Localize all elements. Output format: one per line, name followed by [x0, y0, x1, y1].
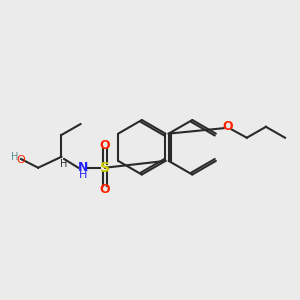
Text: S: S: [100, 161, 110, 175]
Text: H: H: [11, 152, 19, 162]
Text: O: O: [100, 183, 110, 196]
Text: N: N: [78, 161, 88, 174]
Text: O: O: [222, 120, 233, 133]
Text: O: O: [100, 140, 110, 152]
Text: H: H: [60, 159, 68, 169]
Text: H: H: [79, 170, 87, 180]
Text: O: O: [16, 155, 26, 165]
